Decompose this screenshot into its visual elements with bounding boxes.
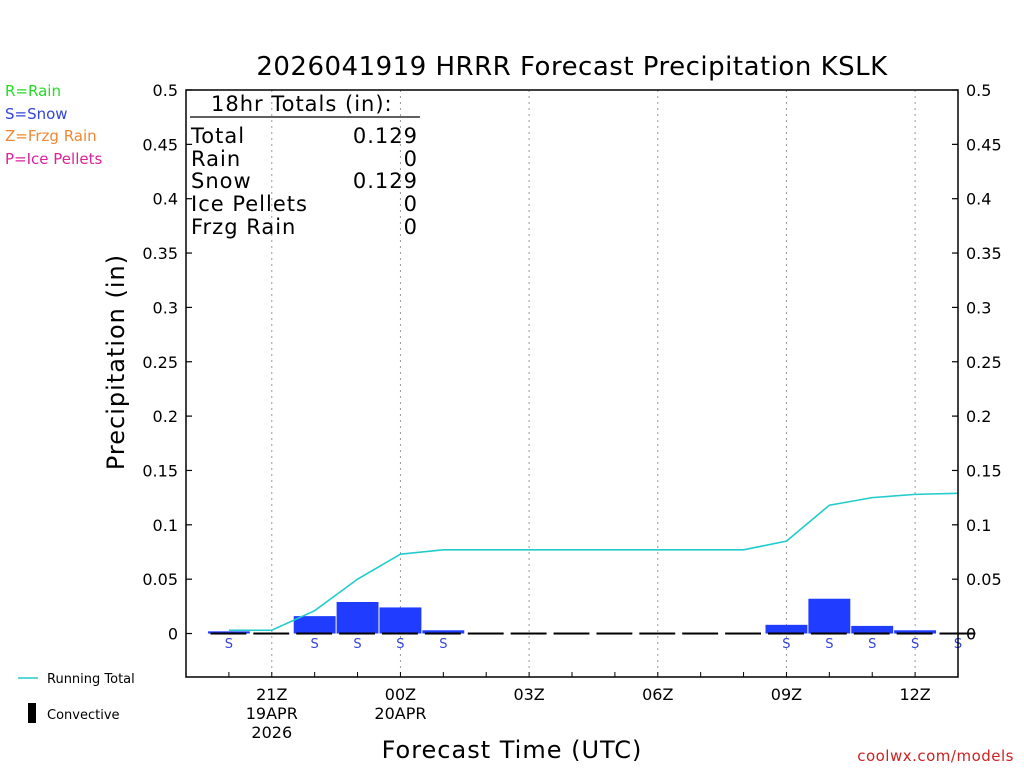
y-tick-label: 0.2	[153, 407, 178, 426]
totals-value: 0	[404, 215, 418, 239]
y-tick-label: 0.4	[153, 190, 178, 209]
ptype-marker: S	[225, 637, 233, 652]
credit-text: coolwx.com/models	[857, 747, 1014, 765]
y-tick-label: 0.15	[966, 461, 1002, 480]
convective-swatch	[28, 703, 36, 723]
totals-value: 0.129	[353, 169, 418, 193]
totals-box: 18hr Totals (in): Total 0.129 Rain 0 Sno…	[190, 92, 420, 239]
ptype-marker: S	[782, 637, 790, 652]
convective-bar	[339, 632, 375, 635]
y-tick-label: 0.3	[153, 298, 178, 317]
totals-value: 0.129	[353, 124, 418, 148]
x-tick-label: 19APR	[246, 704, 298, 723]
convective-bar	[682, 632, 719, 635]
totals-label: Rain	[191, 147, 241, 171]
totals-header: 18hr Totals (in):	[211, 92, 393, 116]
legend-frzg-rain: Z=Frzg Rain	[5, 127, 97, 145]
precip-bar	[336, 601, 379, 634]
gridlines	[271, 90, 916, 677]
totals-label: Total	[190, 124, 245, 148]
y-tick-label: 0.5	[153, 81, 178, 100]
x-tick-label: 09Z	[771, 685, 802, 704]
convective-bar	[382, 632, 418, 635]
convective-bar	[424, 632, 461, 635]
plot-frame	[185, 89, 959, 678]
precip-bar	[894, 630, 937, 634]
y-tick-label: 0.15	[142, 461, 178, 480]
y-tick-label: 0.25	[142, 353, 178, 372]
precip-bar	[207, 631, 250, 634]
convective-bar	[296, 632, 333, 635]
convective-bar	[510, 632, 547, 635]
y-tick-label: 0	[966, 625, 976, 644]
ptype-marker: S	[868, 637, 876, 652]
convective-bar	[253, 632, 290, 635]
legend-snow: S=Snow	[5, 105, 68, 123]
running-total-line	[228, 492, 959, 632]
y-tick-label: 0.25	[966, 353, 1002, 372]
y-tick-label: 0.2	[966, 407, 991, 426]
x-tick-label: 12Z	[899, 685, 930, 704]
precip-bar	[422, 630, 465, 634]
totals-label: Snow	[191, 169, 252, 193]
totals-label: Ice Pellets	[191, 192, 308, 216]
ptype-marker: S	[439, 637, 447, 652]
precip-bar	[808, 598, 851, 634]
y-tick-label: 0.1	[966, 516, 991, 535]
bar-series	[207, 598, 937, 634]
y-tick-label: 0.05	[142, 570, 178, 589]
precip-bar	[293, 616, 336, 634]
running-total-series	[228, 492, 959, 632]
convective-bar	[725, 632, 761, 635]
ptype-marker: S	[311, 637, 319, 652]
convective-bar	[768, 632, 804, 635]
x-tick-label: 2026	[251, 723, 292, 742]
legend-ice-pellets: P=Ice Pellets	[5, 150, 102, 168]
x-tick-label: 21Z	[256, 685, 287, 704]
y-tick-label: 0.3	[966, 298, 991, 317]
legend-rain: R=Rain	[5, 82, 61, 100]
convective-bar	[896, 632, 933, 635]
y-tick-label: 0.45	[966, 135, 1002, 154]
totals-value: 0	[404, 147, 418, 171]
y-axis-ticks: 0 00.05 0.050.1 0.10.15 0.150.2 0.20.25 0.250.…	[142, 81, 1001, 644]
x-tick-label: 06Z	[642, 685, 673, 704]
convective-bar	[853, 632, 890, 635]
totals-value: 0	[404, 192, 418, 216]
convective-bar	[467, 632, 504, 635]
ptype-marker: S	[396, 637, 404, 652]
convective-bar	[810, 632, 847, 635]
y-tick-label: 0.35	[142, 244, 178, 263]
convective-bar	[553, 632, 590, 635]
precip-bar	[851, 625, 894, 634]
y-tick-label: 0.4	[966, 190, 991, 209]
ptype-marker: S	[825, 637, 833, 652]
legend-running-total: Running Total	[47, 672, 135, 687]
legend-convective: Convective	[47, 708, 120, 723]
y-tick-label: 0	[168, 625, 178, 644]
y-tick-label: 0.35	[966, 244, 1002, 263]
totals-label: Frzg Rain	[191, 215, 296, 239]
x-tick-label: 03Z	[513, 685, 544, 704]
y-tick-label: 0.1	[153, 516, 178, 535]
convective-series	[210, 632, 976, 635]
chart-title: 2026041919 HRRR Forecast Precipitation K…	[256, 52, 888, 82]
convective-bar	[210, 632, 247, 635]
y-tick-label: 0.05	[966, 570, 1002, 589]
y-tick-label: 0.5	[966, 81, 991, 100]
convective-bar	[596, 632, 633, 635]
precip-bar	[379, 607, 422, 634]
precip-bar	[765, 624, 808, 634]
y-tick-label: 0.45	[142, 135, 178, 154]
x-tick-label: 00Z	[385, 685, 416, 704]
ptype-marker: S	[911, 637, 919, 652]
x-axis-title: Forecast Time (UTC)	[382, 736, 643, 764]
x-tick-label: 20APR	[374, 704, 426, 723]
y-axis-title: Precipitation (in)	[102, 254, 130, 470]
ptype-marker: S	[353, 637, 361, 652]
convective-bar	[639, 632, 676, 635]
